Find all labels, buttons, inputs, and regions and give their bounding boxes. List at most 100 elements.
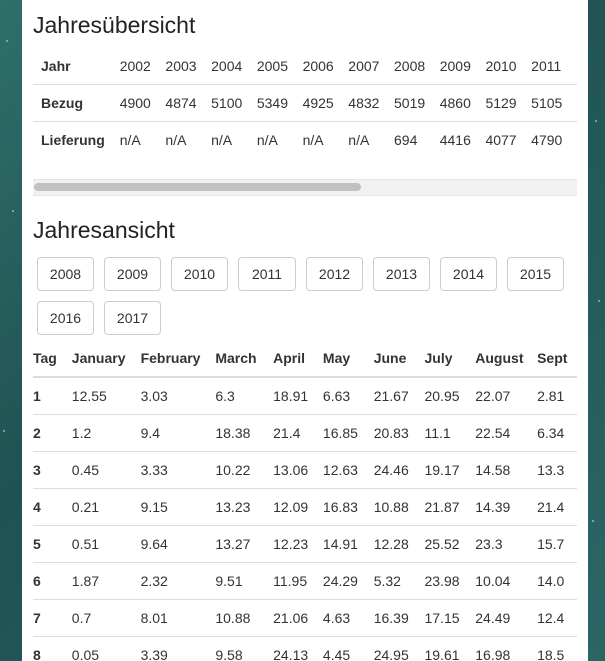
value-cell: 13.3 bbox=[537, 451, 577, 489]
value-cell: 21.4 bbox=[537, 488, 577, 526]
value-cell: 18.91 bbox=[273, 376, 323, 415]
scrollbar-thumb[interactable] bbox=[34, 183, 361, 191]
column-header: June bbox=[373, 339, 425, 378]
value-cell: 9.4 bbox=[140, 414, 216, 452]
value-cell: 10.88 bbox=[373, 488, 425, 526]
yearview-title: Jahresansicht bbox=[33, 217, 175, 243]
value-cell: 19.17 bbox=[424, 451, 476, 489]
year-cell: 2008 bbox=[394, 58, 426, 74]
value-cell: 23.3 bbox=[475, 525, 538, 563]
year-button-2013[interactable]: 2013 bbox=[373, 257, 430, 291]
value-cell: 24.49 bbox=[475, 599, 538, 637]
value-cell: 0.05 bbox=[71, 636, 141, 661]
value-cell: 12.23 bbox=[273, 525, 323, 563]
value-cell: 16.83 bbox=[322, 488, 374, 526]
value-cell: 24.13 bbox=[273, 636, 323, 661]
table-row: 1 12.55 3.03 6.3 18.91 6.63 21.67 20.95 22.07 2.8… bbox=[33, 376, 577, 415]
lieferung-cell: 694 bbox=[394, 121, 440, 158]
value-cell: 9.51 bbox=[215, 562, 274, 600]
value-cell: 6.3 bbox=[215, 376, 274, 415]
value-cell: 21.4 bbox=[273, 414, 323, 452]
value-cell: 0.7 bbox=[71, 599, 141, 637]
year-button-2011[interactable]: 2011 bbox=[238, 257, 296, 291]
value-cell: 14.58 bbox=[475, 451, 538, 489]
value-cell: 24.46 bbox=[373, 451, 425, 489]
value-cell: 2.32 bbox=[140, 562, 216, 600]
value-cell: 1.87 bbox=[71, 562, 141, 600]
value-cell: 14.0 bbox=[537, 562, 577, 600]
day-cell: 2 bbox=[33, 414, 72, 452]
bezug-cell: 4860 bbox=[439, 84, 486, 122]
column-header: August bbox=[475, 339, 538, 378]
bezug-cell: 5349 bbox=[256, 84, 303, 122]
horizontal-scrollbar[interactable] bbox=[33, 179, 577, 196]
column-header: April bbox=[273, 339, 323, 378]
year-button-2014[interactable]: 2014 bbox=[440, 257, 497, 291]
year-cell: 2004 bbox=[211, 58, 243, 74]
value-cell: 4.63 bbox=[322, 599, 374, 637]
year-cell: 2003 bbox=[165, 58, 197, 74]
value-cell: 10.88 bbox=[215, 599, 274, 637]
content-panel: Jahresübersicht Jahr 2002 2003 2004 2005… bbox=[22, 0, 588, 661]
day-cell: 7 bbox=[33, 599, 72, 637]
bezug-cell: 5129 bbox=[485, 84, 532, 122]
value-cell: 6.34 bbox=[537, 414, 577, 452]
value-cell: 0.51 bbox=[71, 525, 141, 563]
value-cell: 20.95 bbox=[424, 376, 476, 415]
year-cell: 2007 bbox=[348, 58, 380, 74]
year-button-2016[interactable]: 2016 bbox=[37, 301, 94, 335]
year-button-2009[interactable]: 2009 bbox=[104, 257, 161, 291]
lieferung-cell: n/A bbox=[165, 121, 212, 158]
column-header: July bbox=[424, 339, 476, 378]
table-row: 2 1.2 9.4 18.38 21.4 16.85 20.83 11.1 22.54 6.34 bbox=[33, 414, 577, 452]
value-cell: 12.55 bbox=[71, 376, 141, 415]
bezug-cell: 5100 bbox=[211, 84, 257, 122]
daily-table: Tag January February March April May June July A… bbox=[33, 339, 577, 661]
value-cell: 2.81 bbox=[537, 376, 577, 415]
value-cell: 19.61 bbox=[424, 636, 476, 661]
value-cell: 13.23 bbox=[215, 488, 274, 526]
year-button-2008[interactable]: 2008 bbox=[37, 257, 94, 291]
value-cell: 3.03 bbox=[140, 376, 216, 415]
year-button-2017[interactable]: 2017 bbox=[104, 301, 161, 335]
daily-table-container[interactable]: Tag January February March April May June July A… bbox=[33, 339, 577, 661]
day-cell: 6 bbox=[33, 562, 72, 600]
lieferung-cell: n/A bbox=[211, 121, 257, 158]
value-cell: 13.06 bbox=[273, 451, 323, 489]
table-row: 5 0.51 9.64 13.27 12.23 14.91 12.28 25.52 23.3 15… bbox=[33, 525, 577, 563]
bezug-cell: 4925 bbox=[302, 84, 349, 122]
table-row: 6 1.87 2.32 9.51 11.95 24.29 5.32 23.98 10.04 14.… bbox=[33, 562, 577, 600]
value-cell: 18.38 bbox=[215, 414, 274, 452]
table-row: 7 0.7 8.01 10.88 21.06 4.63 16.39 17.15 24.49 12.… bbox=[33, 599, 577, 637]
lieferung-cell: 4077 bbox=[485, 121, 532, 158]
value-cell: 21.67 bbox=[373, 376, 425, 415]
lieferung-cell: 4790 bbox=[531, 121, 577, 158]
day-cell: 8 bbox=[33, 636, 72, 661]
value-cell: 24.29 bbox=[322, 562, 374, 600]
value-cell: 12.63 bbox=[322, 451, 374, 489]
value-cell: 10.04 bbox=[475, 562, 538, 600]
bezug-cell: 5019 bbox=[394, 84, 440, 122]
day-cell: 1 bbox=[33, 376, 72, 415]
year-button-2012[interactable]: 2012 bbox=[306, 257, 363, 291]
value-cell: 0.21 bbox=[71, 488, 141, 526]
value-cell: 5.32 bbox=[373, 562, 425, 600]
value-cell: 8.01 bbox=[140, 599, 216, 637]
value-cell: 6.63 bbox=[322, 376, 374, 415]
column-header: February bbox=[140, 339, 216, 378]
value-cell: 3.33 bbox=[140, 451, 216, 489]
overview-row-jahr: Jahr 2002 2003 2004 2005 2006 2007 2008 … bbox=[33, 48, 577, 85]
column-header: Tag bbox=[33, 339, 72, 378]
value-cell: 9.58 bbox=[215, 636, 274, 661]
table-row: 3 0.45 3.33 10.22 13.06 12.63 24.46 19.17 14.58 1… bbox=[33, 451, 577, 489]
value-cell: 13.27 bbox=[215, 525, 274, 563]
lieferung-cell: n/A bbox=[302, 121, 349, 158]
value-cell: 15.7 bbox=[537, 525, 577, 563]
year-button-2015[interactable]: 2015 bbox=[507, 257, 564, 291]
overview-table-container[interactable]: Jahr 2002 2003 2004 2005 2006 2007 2008 … bbox=[33, 48, 577, 196]
year-button-2010[interactable]: 2010 bbox=[171, 257, 228, 291]
overview-table: Jahr 2002 2003 2004 2005 2006 2007 2008 … bbox=[33, 48, 577, 158]
value-cell: 11.1 bbox=[424, 414, 476, 452]
year-cell: 2009 bbox=[439, 58, 471, 74]
value-cell: 3.39 bbox=[140, 636, 216, 661]
